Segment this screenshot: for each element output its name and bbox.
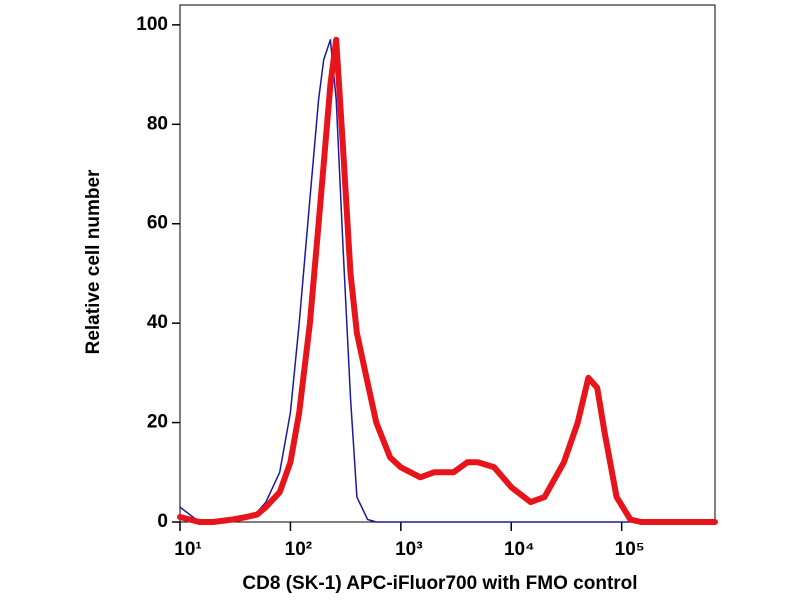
x-tick-label: 10⁵ [615, 539, 645, 560]
y-tick-label: 40 [147, 312, 168, 333]
y-tick-label: 100 [136, 14, 168, 35]
x-axis-label: CD8 (SK-1) APC-iFluor700 with FMO contro… [242, 573, 637, 594]
plot-frame [179, 4, 716, 523]
x-tick-label: 10¹ [174, 539, 201, 560]
y-tick-label: 20 [147, 412, 168, 433]
x-tick-label: 10³ [395, 539, 422, 560]
y-tick-label: 60 [147, 213, 168, 234]
y-axis-label: Relative cell number [83, 169, 104, 354]
x-tick-label: 10⁴ [504, 539, 535, 560]
series-line [177, 36, 718, 525]
x-tick-label: 10² [285, 539, 312, 560]
y-tick-label: 80 [147, 113, 168, 134]
y-tick-label: 0 [157, 511, 168, 532]
series-line [179, 39, 716, 523]
